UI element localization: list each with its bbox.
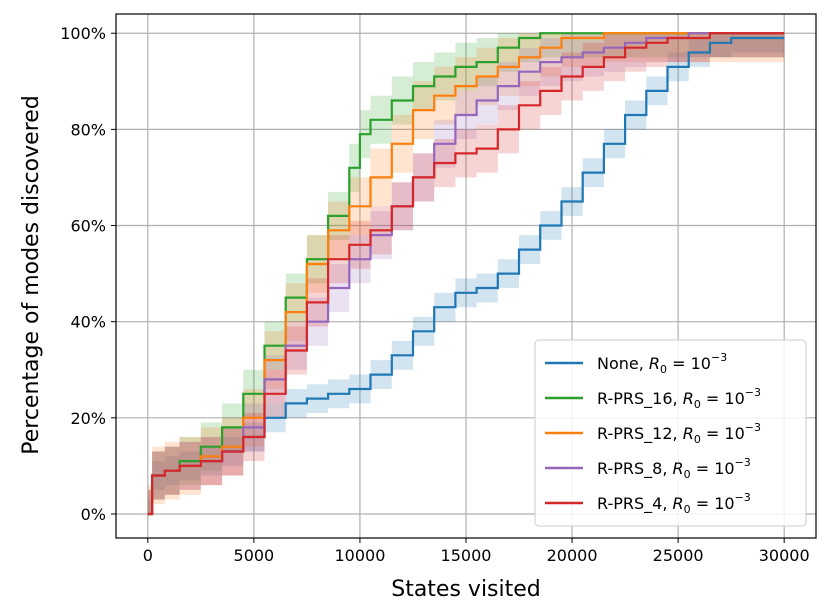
- x-tick-label: 30000: [759, 546, 810, 565]
- y-tick-label: 40%: [70, 313, 106, 332]
- legend-label: R-PRS_12, R0 = 10−3: [597, 421, 761, 446]
- x-tick-label: 20000: [547, 546, 598, 565]
- y-tick-label: 0%: [81, 505, 106, 524]
- legend-box: [534, 339, 807, 527]
- y-tick-label: 100%: [60, 24, 106, 43]
- legend: None, R0 = 10−3 R-PRS_16, R0 = 10−3 R-PRS_…: [534, 339, 807, 527]
- confidence-bands: [147, 33, 785, 514]
- y-tick-label: 80%: [70, 120, 106, 139]
- band-r-prs-12: [147, 33, 785, 514]
- y-axis-title: Percentage of modes discovered: [19, 95, 44, 455]
- band-r-prs-4: [147, 33, 785, 514]
- x-tick-label: 15000: [441, 546, 492, 565]
- y-axis-ticks: 0% 20% 40% 60% 80% 100%: [60, 24, 116, 524]
- band-r-prs-8: [147, 33, 785, 514]
- band-none: [147, 33, 785, 514]
- y-tick-label: 20%: [70, 409, 106, 428]
- legend-label: R-PRS_16, R0 = 10−3: [597, 386, 761, 411]
- grid: [116, 14, 816, 538]
- line-r-prs-16: [147, 32, 785, 516]
- line-r-prs-4: [147, 32, 785, 516]
- x-tick-label: 25000: [653, 546, 704, 565]
- y-tick-label: 60%: [70, 217, 106, 236]
- x-tick-label: 5000: [234, 546, 275, 565]
- x-tick-label: 10000: [334, 546, 385, 565]
- band-r-prs-16: [147, 33, 785, 514]
- legend-label: None, R0 = 10−3: [597, 351, 727, 376]
- x-axis-title: States visited: [391, 577, 541, 602]
- series-lines: [147, 32, 785, 516]
- x-axis-ticks: 0 5000 10000 15000 20000 25000 30000: [143, 538, 810, 565]
- x-tick-label: 0: [143, 546, 153, 565]
- legend-label: R-PRS_8, R0 = 10−3: [597, 456, 751, 481]
- line-r-prs-12: [147, 32, 785, 516]
- legend-label: R-PRS_4, R0 = 10−3: [597, 491, 751, 516]
